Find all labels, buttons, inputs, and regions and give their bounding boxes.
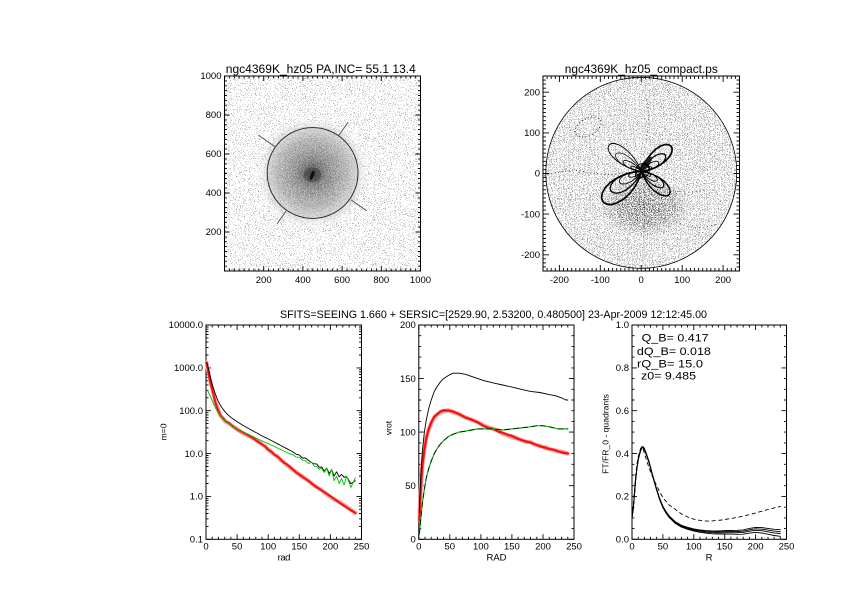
svg-text:200: 200: [748, 542, 764, 553]
svg-text:-200: -200: [521, 250, 540, 261]
svg-text:-100: -100: [521, 209, 540, 220]
svg-text:m=0: m=0: [159, 423, 169, 440]
svg-text:600: 600: [206, 149, 222, 160]
svg-text:100: 100: [686, 542, 702, 553]
svg-text:ngc4369K_hz05 PA,INC= 55.1 13.: ngc4369K_hz05 PA,INC= 55.1 13.4: [226, 62, 416, 76]
svg-text:200: 200: [535, 542, 551, 553]
svg-text:rad: rad: [278, 553, 290, 564]
svg-text:100: 100: [260, 542, 276, 553]
svg-text:200: 200: [206, 227, 222, 238]
svg-text:600: 600: [334, 275, 350, 286]
svg-text:150: 150: [400, 374, 416, 385]
svg-text:150: 150: [717, 542, 733, 553]
svg-text:200: 200: [322, 542, 338, 553]
svg-text:150: 150: [504, 542, 520, 553]
svg-text:-200: -200: [550, 275, 569, 286]
svg-text:0.8: 0.8: [616, 363, 629, 374]
svg-text:SFITS=SEEING 1.660 + SERSIC=[2: SFITS=SEEING 1.660 + SERSIC=[2529.90, 2.…: [280, 309, 707, 321]
svg-text:RAD: RAD: [486, 553, 506, 564]
svg-text:100: 100: [524, 128, 540, 139]
svg-text:0: 0: [203, 542, 208, 553]
svg-text:200: 200: [715, 275, 731, 286]
svg-text:100: 100: [473, 542, 489, 553]
svg-text:50: 50: [658, 542, 669, 553]
svg-text:1000.0: 1000.0: [174, 363, 203, 374]
svg-text:10.0: 10.0: [185, 449, 204, 460]
svg-text:Q_B= 0.417: Q_B= 0.417: [642, 333, 709, 345]
svg-text:0.0: 0.0: [616, 535, 629, 546]
svg-text:800: 800: [206, 110, 222, 121]
svg-text:R: R: [706, 553, 713, 564]
svg-text:250: 250: [566, 542, 582, 553]
svg-text:200: 200: [524, 88, 540, 99]
svg-text:250: 250: [779, 542, 795, 553]
svg-text:0: 0: [639, 275, 644, 286]
svg-text:0.6: 0.6: [616, 406, 629, 417]
svg-text:0: 0: [416, 542, 421, 553]
svg-text:100: 100: [400, 427, 416, 438]
svg-text:250: 250: [354, 542, 370, 553]
svg-text:-100: -100: [591, 275, 610, 286]
svg-text:z0= 9.485: z0= 9.485: [641, 371, 696, 383]
svg-text:1.0: 1.0: [616, 320, 629, 331]
svg-text:0: 0: [411, 535, 416, 546]
svg-text:400: 400: [295, 275, 311, 286]
svg-text:150: 150: [291, 542, 307, 553]
svg-text:vrot: vrot: [384, 420, 394, 435]
svg-text:1000: 1000: [200, 71, 221, 82]
svg-text:400: 400: [206, 188, 222, 199]
svg-text:0: 0: [629, 542, 634, 553]
svg-text:200: 200: [256, 275, 272, 286]
svg-text:1000: 1000: [410, 275, 431, 286]
svg-text:ngc4369K_hz05_compact.ps: ngc4369K_hz05_compact.ps: [565, 62, 718, 76]
svg-text:100: 100: [674, 275, 690, 286]
svg-text:50: 50: [405, 481, 416, 492]
svg-text:dQ_B= 0.018: dQ_B= 0.018: [637, 346, 711, 358]
svg-text:1.0: 1.0: [190, 492, 203, 503]
svg-text:200: 200: [400, 320, 416, 331]
svg-text:50: 50: [232, 542, 243, 553]
svg-text:800: 800: [373, 275, 389, 286]
svg-text:FT/FR_0 - quadrants: FT/FR_0 - quadrants: [601, 394, 611, 474]
svg-text:rQ_B= 15.0: rQ_B= 15.0: [637, 359, 703, 371]
svg-text:0.4: 0.4: [616, 449, 629, 460]
svg-text:50: 50: [445, 542, 456, 553]
svg-text:100.0: 100.0: [179, 406, 203, 417]
svg-text:10000.0: 10000.0: [169, 320, 203, 331]
svg-text:0.2: 0.2: [616, 492, 629, 503]
svg-text:0.1: 0.1: [190, 535, 203, 546]
svg-text:0: 0: [535, 169, 540, 180]
